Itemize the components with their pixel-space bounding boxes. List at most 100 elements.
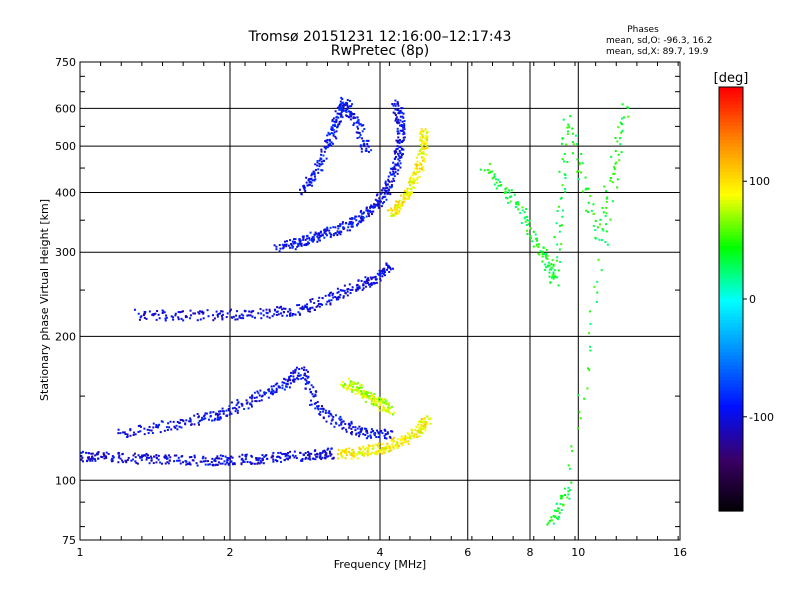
echo-point (140, 315, 143, 318)
echo-point (329, 235, 332, 238)
echo-point (376, 429, 379, 432)
echo-point (372, 444, 375, 447)
echo-point (290, 242, 293, 245)
colorbar-band (719, 380, 743, 385)
echo-point (425, 421, 428, 424)
echo-point (389, 193, 392, 196)
echo-point (594, 219, 597, 222)
echo-point (390, 212, 393, 215)
echo-point (424, 144, 427, 147)
echo-point (332, 124, 335, 127)
echo-point (308, 403, 311, 406)
echo-point (605, 190, 608, 193)
echo-point (340, 451, 343, 454)
echo-point (236, 411, 239, 414)
echo-point (401, 107, 404, 110)
echo-point (206, 412, 209, 415)
echo-point (315, 305, 318, 308)
echo-point (152, 314, 155, 317)
echo-point (91, 452, 94, 455)
colorbar-band (719, 246, 743, 251)
echo-point (201, 457, 204, 460)
echo-point (564, 177, 567, 180)
colorbar-band (719, 90, 743, 95)
echo-point (335, 130, 338, 133)
echo-point (323, 146, 326, 149)
y-tick-label: 100 (55, 474, 76, 487)
echo-point (535, 239, 538, 242)
echo-point (549, 519, 552, 522)
echo-point (401, 140, 404, 143)
echo-point (365, 139, 368, 142)
echo-point (218, 410, 221, 413)
echo-point (392, 439, 395, 442)
echo-point (230, 460, 233, 463)
echo-point (381, 272, 384, 275)
echo-point (253, 316, 256, 319)
scatter-points (80, 96, 630, 526)
echo-point (404, 436, 407, 439)
echo-point (388, 270, 391, 273)
echo-point (560, 508, 563, 511)
echo-point (324, 230, 327, 233)
echo-point (337, 448, 340, 451)
echo-point (278, 455, 281, 458)
echo-point (345, 454, 348, 457)
colorbar-band (719, 129, 743, 134)
echo-point (526, 215, 529, 218)
echo-point (301, 457, 304, 460)
echo-point (305, 242, 308, 245)
echo-point (138, 424, 141, 427)
echo-point (274, 459, 277, 462)
echo-point (388, 401, 391, 404)
echo-point (409, 184, 412, 187)
echo-point (398, 159, 401, 162)
echo-point (378, 401, 381, 404)
echo-point (327, 447, 330, 450)
echo-point (291, 246, 294, 249)
colorbar-label: [deg] (714, 71, 749, 86)
echo-point (406, 197, 409, 200)
echo-point (357, 431, 360, 434)
echo-point (133, 452, 136, 455)
echo-point (329, 303, 332, 306)
echo-point (349, 424, 352, 427)
echo-point (241, 453, 244, 456)
echo-point (359, 430, 362, 433)
echo-point (161, 311, 164, 314)
echo-point (312, 236, 315, 239)
echo-point (310, 181, 313, 184)
echo-point (286, 380, 289, 383)
echo-point (361, 218, 364, 221)
echo-point (340, 108, 343, 111)
echo-point (343, 451, 346, 454)
echo-point (412, 173, 415, 176)
echo-point (614, 162, 617, 165)
echo-point (619, 143, 622, 146)
echo-point (396, 438, 399, 441)
echo-point (376, 272, 379, 275)
echo-point (406, 437, 409, 440)
echo-point (509, 200, 512, 203)
echo-point (401, 153, 404, 156)
echo-point (393, 112, 396, 115)
echo-point (176, 428, 179, 431)
echo-point (216, 463, 219, 466)
echo-point (216, 315, 219, 318)
echo-point (368, 209, 371, 212)
echo-point (605, 200, 608, 203)
echo-point (559, 260, 562, 263)
echo-point (402, 126, 405, 129)
echo-point (394, 113, 397, 116)
echo-point (578, 411, 581, 414)
echo-point (338, 296, 341, 299)
colorbar-band (719, 274, 743, 279)
echo-point (324, 411, 327, 414)
echo-point (351, 225, 354, 228)
echo-point (383, 448, 386, 451)
echo-point (394, 149, 397, 152)
echo-point (402, 442, 405, 445)
echo-point (357, 391, 360, 394)
echo-point (338, 105, 341, 108)
echo-point (350, 225, 353, 228)
